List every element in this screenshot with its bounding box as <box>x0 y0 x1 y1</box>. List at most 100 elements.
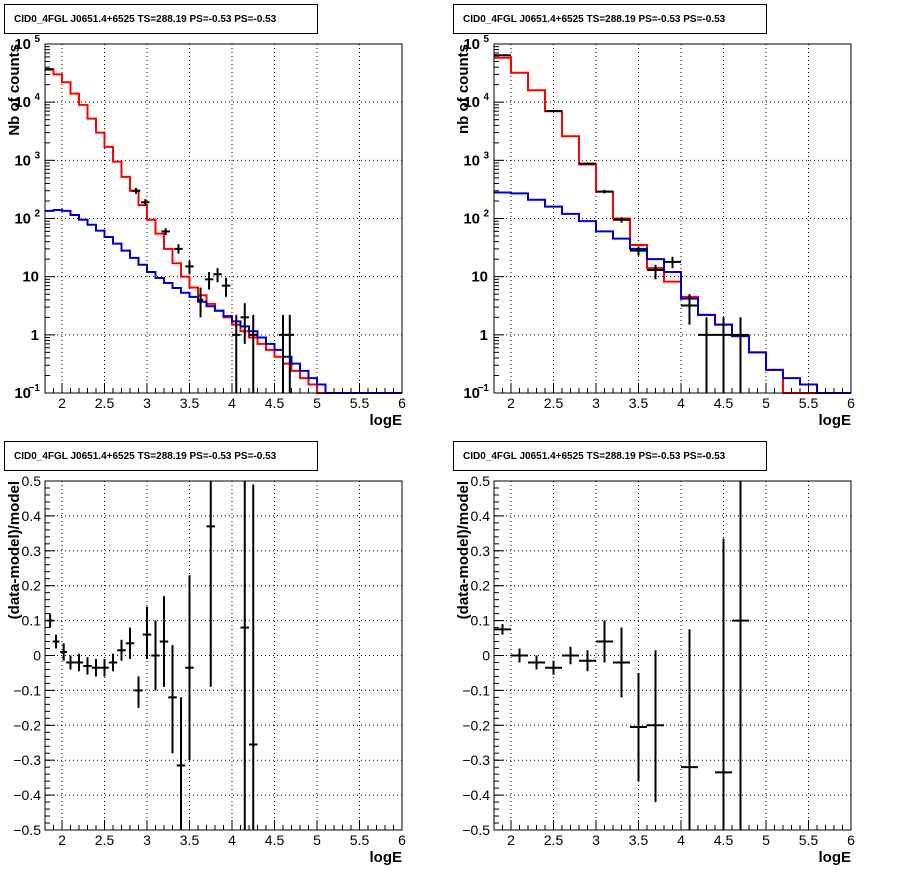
data-point <box>206 481 215 687</box>
data-point <box>240 481 249 830</box>
model-source-histogram <box>494 191 851 394</box>
y-tick-label: 10 <box>471 269 488 286</box>
data-point <box>100 658 109 677</box>
pad-top-left: CID0_4FGL J0651.4+6525 TS=288.19 PS=-0.5… <box>0 0 449 437</box>
y-tick-label: −0.3 <box>462 752 490 768</box>
y-tick-label: −0.2 <box>462 717 490 733</box>
chart-title: CID0_4FGL J0651.4+6525 TS=288.19 PS=-0.5… <box>4 441 318 471</box>
data-point <box>613 217 630 223</box>
data-point <box>91 658 101 677</box>
x-tick-label: 6 <box>847 832 855 848</box>
x-tick-label: 5 <box>313 832 321 848</box>
model-source-histogram <box>45 209 402 394</box>
x-tick-label: 5.5 <box>350 832 370 848</box>
y-axis-title: (data-model)/model <box>6 481 23 619</box>
x-tick-label: 3.5 <box>180 832 200 848</box>
y-tick-label: 0.5 <box>22 473 42 489</box>
x-tick-label: 4 <box>228 395 236 411</box>
data-point <box>579 162 596 165</box>
x-tick-label: 6 <box>398 832 406 848</box>
x-tick-label: 3.5 <box>629 395 649 411</box>
data-point <box>108 653 118 672</box>
data-point <box>131 187 141 194</box>
plot-area <box>494 481 851 830</box>
x-tick-label: 4 <box>677 395 685 411</box>
y-tick-label: 10 <box>463 152 480 169</box>
y-tick-label: −0.5 <box>13 822 41 838</box>
y-tick-label: 0 <box>482 648 490 664</box>
data-point <box>221 277 231 297</box>
data-point <box>185 260 194 275</box>
data-point <box>698 317 715 393</box>
x-axis-title: logE <box>819 412 852 429</box>
data-point <box>198 287 204 318</box>
chart-title: CID0_4FGL J0651.4+6525 TS=288.19 PS=-0.5… <box>453 4 767 34</box>
y-tick-label: 10 <box>14 211 31 228</box>
plot-area <box>45 481 402 830</box>
y-tick-label: 0.2 <box>471 578 491 594</box>
x-tick-label: 5.5 <box>799 832 819 848</box>
data-point <box>285 314 295 393</box>
y-tick-exponent: 5 <box>483 34 489 45</box>
data-point <box>232 314 241 393</box>
data-point <box>125 627 135 659</box>
chart-title: CID0_4FGL J0651.4+6525 TS=288.19 PS=-0.5… <box>4 4 318 34</box>
data-point <box>732 481 749 830</box>
data-point <box>647 264 664 280</box>
x-tick-label: 4.5 <box>714 832 734 848</box>
y-tick-exponent: 5 <box>34 34 40 45</box>
x-tick-label: 3 <box>143 832 151 848</box>
y-tick-label: 0.1 <box>22 613 42 629</box>
data-point <box>647 650 664 803</box>
x-tick-label: 5 <box>313 395 321 411</box>
y-tick-exponent: 4 <box>483 92 489 103</box>
data-point <box>213 268 222 283</box>
x-axis-title: logE <box>819 849 852 866</box>
data-point <box>249 484 258 830</box>
data-point <box>545 660 562 675</box>
data-point <box>117 639 126 661</box>
residual-plot: 2 2.5 3 3.5 4 4.5 5 5.5 6 0.5 0.4 0.3 0.2 0.1 0 −0.1 −0.… <box>6 473 406 866</box>
x-tick-label: 3 <box>592 395 600 411</box>
y-tick-label: 0.1 <box>471 613 491 629</box>
y-tick-label: 0.4 <box>471 508 491 524</box>
x-tick-label: 3 <box>592 832 600 848</box>
x-tick-label: 2 <box>58 395 66 411</box>
x-tick-label: 6 <box>847 395 855 411</box>
x-tick-label: 2 <box>507 395 515 411</box>
data-point <box>141 199 150 206</box>
x-tick-label: 4 <box>677 832 685 848</box>
plot-area <box>45 44 402 393</box>
data-point <box>45 68 54 71</box>
data-point <box>596 189 613 194</box>
y-tick-label: −0.1 <box>462 682 490 698</box>
y-tick-label: 0.2 <box>22 578 42 594</box>
y-tick-label: 1 <box>31 327 39 344</box>
data-point <box>161 228 170 236</box>
x-tick-label: 5.5 <box>799 395 819 411</box>
data-point <box>664 256 681 269</box>
y-tick-exponent: −1 <box>478 383 490 394</box>
data-point <box>176 697 186 830</box>
x-tick-label: 2 <box>507 832 515 848</box>
x-axis-title: logE <box>370 849 403 866</box>
plot-frame <box>44 480 403 831</box>
y-tick-label: 10 <box>463 36 480 53</box>
data-point <box>185 575 194 761</box>
x-tick-label: 2.5 <box>95 832 115 848</box>
y-tick-label: −0.4 <box>462 787 490 803</box>
x-tick-label: 3 <box>143 395 151 411</box>
y-tick-label: 0.3 <box>22 543 42 559</box>
data-point <box>613 627 630 698</box>
data-point <box>52 634 60 649</box>
y-tick-label: −0.4 <box>13 787 41 803</box>
y-tick-label: 0.4 <box>22 508 42 524</box>
data-point <box>46 613 54 628</box>
x-tick-label: 4.5 <box>714 395 734 411</box>
y-tick-label: 10 <box>14 152 31 169</box>
y-tick-label: 0.3 <box>471 543 491 559</box>
x-tick-label: 5 <box>762 395 770 411</box>
y-tick-label: −0.1 <box>13 682 41 698</box>
x-tick-label: 4 <box>228 832 236 848</box>
